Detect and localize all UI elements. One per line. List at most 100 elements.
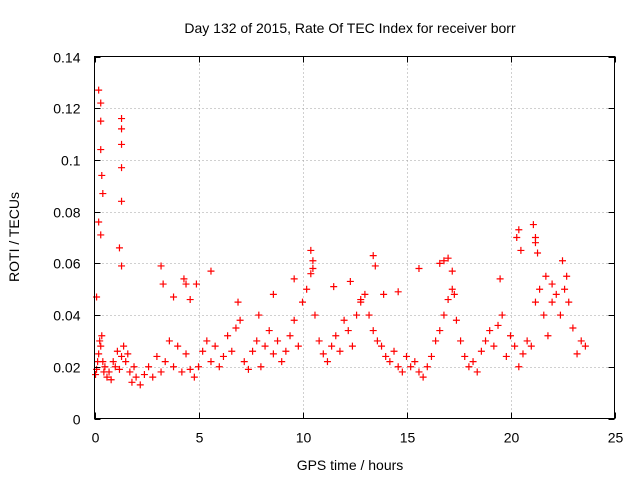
data-point [234, 298, 242, 306]
data-point [328, 342, 336, 350]
data-point [315, 337, 323, 345]
data-point [178, 368, 186, 376]
data-point [511, 342, 519, 350]
y-tick-label: 0.02 [53, 360, 80, 376]
data-point [192, 280, 200, 288]
data-point [344, 327, 352, 335]
data-point [153, 352, 161, 360]
data-point [411, 358, 419, 366]
data-point [140, 371, 148, 379]
y-tick-label: 0.14 [53, 50, 80, 66]
data-point [440, 257, 448, 265]
data-point [149, 373, 157, 381]
data-point [461, 352, 469, 360]
data-point [496, 275, 504, 283]
data-point [534, 249, 542, 257]
data-point [269, 350, 277, 358]
data-point [542, 272, 550, 280]
data-point [98, 171, 106, 179]
x-tick-label: 20 [504, 430, 520, 446]
data-point [115, 365, 123, 373]
data-point [215, 363, 223, 371]
data-point [118, 164, 126, 172]
data-point [517, 246, 525, 254]
data-point [128, 378, 136, 386]
data-point [105, 368, 113, 376]
data-point [199, 347, 207, 355]
data-point [378, 342, 386, 350]
data-point [207, 267, 215, 275]
x-axis: 0 5 10 15 20 25 [92, 56, 623, 446]
data-point [107, 376, 115, 384]
data-point [577, 337, 585, 345]
data-point [99, 190, 107, 198]
data-point [559, 257, 566, 265]
data-point [118, 352, 126, 360]
data-point [101, 363, 109, 371]
data-point [111, 363, 119, 371]
data-point [186, 365, 194, 373]
data-point [415, 265, 423, 273]
y-tick-label: 0 [73, 412, 81, 428]
data-point [97, 117, 105, 125]
data-point [109, 358, 117, 366]
y-axis-label: ROTI / TECUs [6, 192, 22, 282]
data-point [536, 285, 544, 293]
data-point [565, 298, 573, 306]
data-point [118, 262, 126, 270]
data-point [444, 296, 452, 304]
data-point [353, 311, 361, 319]
data-point [361, 290, 369, 298]
data-point [336, 347, 344, 355]
data-point [394, 288, 402, 296]
data-point [502, 352, 510, 360]
y-tick-label: 0.04 [53, 308, 80, 324]
data-point [477, 347, 485, 355]
y-tick-label: 0.12 [53, 101, 80, 117]
data-point [419, 373, 427, 381]
data-point [398, 368, 406, 376]
data-point [126, 368, 134, 376]
data-point [386, 358, 394, 366]
data-point [563, 272, 571, 280]
data-point [450, 290, 458, 298]
data-point [569, 324, 577, 332]
data-point [507, 332, 514, 340]
data-point [95, 218, 103, 226]
data-point [382, 352, 390, 360]
data-point [494, 321, 502, 329]
data-point [182, 350, 190, 358]
data-point [423, 363, 431, 371]
data-point [548, 298, 556, 306]
data-point [157, 368, 165, 376]
data-point [432, 337, 440, 345]
data-point [219, 352, 227, 360]
x-tick-label: 15 [400, 430, 416, 446]
data-point [332, 332, 340, 340]
data-point [303, 285, 311, 293]
data-point [390, 347, 398, 355]
chart-title: Day 132 of 2015, Rate Of TEC Index for r… [184, 20, 516, 36]
data-point [269, 290, 277, 298]
data-point [513, 234, 521, 241]
data-point [440, 311, 448, 319]
data-point [436, 259, 444, 267]
data-point [290, 275, 298, 283]
data-point [255, 311, 263, 319]
data-point [115, 244, 123, 252]
data-point [407, 363, 415, 371]
data-point [97, 231, 105, 239]
data-point [573, 350, 581, 358]
data-point [529, 221, 537, 229]
data-point [232, 324, 240, 332]
data-point [278, 358, 286, 366]
data-point [527, 342, 535, 350]
data-point [113, 347, 121, 355]
data-point [170, 363, 178, 371]
data-point [330, 283, 338, 291]
data-point [236, 316, 244, 324]
data-point [132, 373, 140, 381]
data-point [98, 332, 106, 340]
data-point [118, 140, 126, 148]
data-point [540, 311, 548, 319]
